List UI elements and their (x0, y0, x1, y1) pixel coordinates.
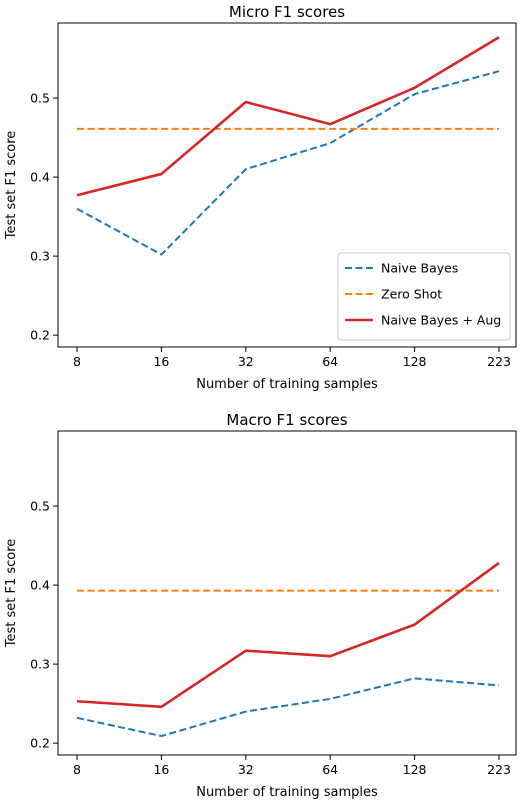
x-tick-label: 32 (238, 762, 254, 777)
x-tick-label: 32 (238, 354, 254, 369)
x-tick-label: 64 (322, 762, 338, 777)
x-tick-label: 223 (487, 354, 511, 369)
plot-area-frame (57, 22, 517, 348)
chart-title: Micro F1 scores (229, 3, 345, 21)
series-line-naive-bayes (76, 677, 500, 738)
x-tick-label: 16 (153, 354, 169, 369)
y-tick-label: 0.5 (30, 91, 50, 106)
y-axis-label: Test set F1 score (4, 131, 19, 241)
legend-label: Naive Bayes (381, 261, 458, 276)
x-axis-label: Number of training samples (196, 377, 378, 392)
x-tick-label: 223 (487, 762, 511, 777)
y-axis-label: Test set F1 score (4, 539, 19, 649)
chart-2: Macro F1 scores 8 16 32 64 128 223 0.2 0.3 0.4 0.5… (4, 411, 517, 800)
series-line-naive-bayes (76, 70, 500, 256)
x-tick-label: 8 (73, 762, 81, 777)
legend-label: Naive Bayes + Aug (381, 313, 501, 328)
legend-label: Zero Shot (381, 287, 442, 302)
y-tick-label: 0.2 (30, 328, 50, 343)
y-tick-label: 0.2 (30, 736, 50, 751)
legend: Naive Bayes Zero Shot Naive Bayes + Aug (337, 252, 511, 341)
plot-area-frame (57, 430, 517, 756)
x-tick-label: 128 (403, 354, 427, 369)
x-tick-label: 64 (322, 354, 338, 369)
series-line-naive-bayes-aug (76, 36, 500, 197)
x-axis-label: Number of training samples (196, 785, 378, 800)
y-tick-label: 0.3 (30, 249, 50, 264)
y-tick-label: 0.4 (30, 578, 50, 593)
series-line-naive-bayes-aug (76, 561, 500, 709)
y-tick-label: 0.3 (30, 657, 50, 672)
x-tick-label: 8 (73, 354, 81, 369)
chart-1: Micro F1 scores 8 16 32 64 128 223 0.2 0.3 0.4 0.5… (4, 3, 517, 392)
chart-title: Macro F1 scores (226, 411, 347, 429)
legend-box (337, 252, 511, 341)
x-tick-label: 128 (403, 762, 427, 777)
x-tick-label: 16 (153, 762, 169, 777)
y-tick-label: 0.5 (30, 499, 50, 514)
y-tick-label: 0.4 (30, 170, 50, 185)
